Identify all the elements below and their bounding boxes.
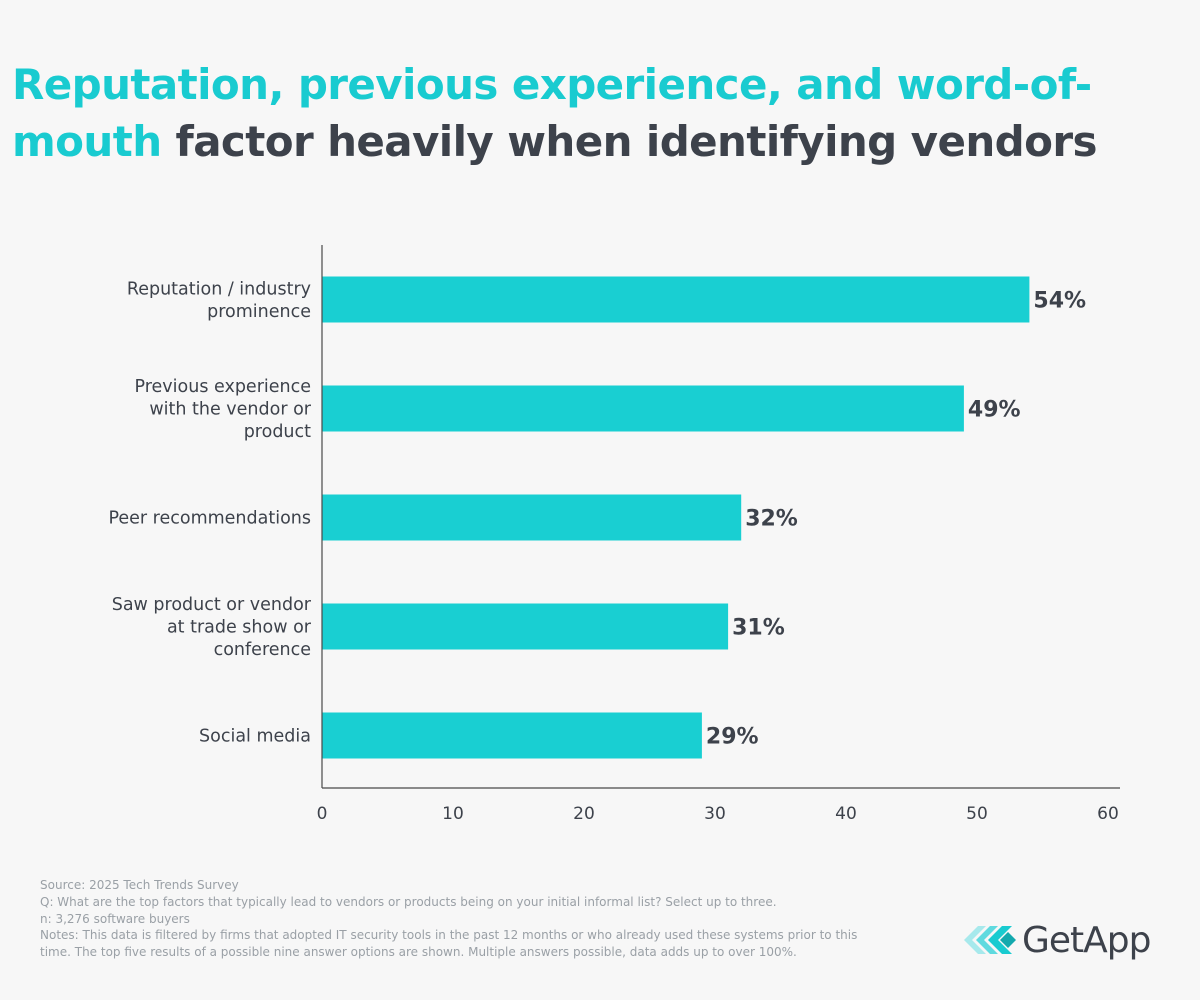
footnotes: Source: 2025 Tech Trends Survey Q: What …: [40, 877, 880, 961]
bar-4: [322, 712, 702, 759]
sample-note: n: 3,276 software buyers: [40, 911, 190, 926]
title-highlight-line2: mouth: [12, 117, 162, 166]
bar-2: [322, 494, 742, 541]
x-tick-label-3: 30: [704, 804, 726, 824]
category-label-line: with the vendor or: [149, 400, 311, 420]
x-tick-label-0: 0: [317, 804, 328, 824]
value-label-0: 54%: [1033, 289, 1086, 314]
category-label-line: product: [244, 422, 311, 442]
logo-text: GetApp: [1022, 919, 1151, 961]
value-label-2: 32%: [745, 507, 798, 532]
chart-title: Reputation, previous experience, and wor…: [12, 56, 1192, 170]
category-label-1: Previous experience with the vendor or pro…: [134, 377, 311, 442]
category-label-line: conference: [214, 640, 311, 660]
x-tick-label-6: 60: [1097, 804, 1119, 824]
title-rest: factor heavily when identifying vendors: [161, 117, 1098, 166]
category-label-line: prominence: [207, 302, 311, 322]
value-label-1: 49%: [968, 398, 1021, 423]
category-label-3: Saw product or vendor at trade show or con…: [112, 595, 312, 660]
bar-0: [322, 276, 1030, 323]
bar-3: [322, 603, 729, 650]
value-label-4: 29%: [706, 725, 759, 750]
category-label-line: Social media: [199, 727, 311, 747]
question-note: Q: What are the top factors that typical…: [40, 894, 777, 909]
bar-chart: 54% Reputation / industry prominence 49% Pre…: [108, 245, 1120, 824]
x-tick-label-5: 50: [966, 804, 988, 824]
category-label-0: Reputation / industry prominence: [127, 279, 311, 322]
getapp-chevron-icon: [964, 926, 1016, 954]
title-highlight-line1: Reputation, previous experience, and wor…: [12, 60, 1092, 109]
getapp-logo: GetApp: [962, 918, 1151, 962]
x-tick-label-4: 40: [835, 804, 857, 824]
category-label-line: at trade show or: [167, 618, 312, 638]
x-tick-label-1: 10: [442, 804, 464, 824]
x-tick-label-2: 20: [573, 804, 595, 824]
notes-text: Notes: This data is filtered by firms th…: [40, 928, 858, 960]
category-label-line: Peer recommendations: [108, 509, 311, 529]
bar-1: [322, 385, 964, 432]
category-label-4: Social media: [199, 727, 311, 747]
category-label-line: Previous experience: [134, 377, 311, 397]
category-label-2: Peer recommendations: [108, 509, 311, 529]
value-label-3: 31%: [732, 616, 785, 641]
source-note: Source: 2025 Tech Trends Survey: [40, 878, 239, 892]
category-label-line: Reputation / industry: [127, 279, 311, 299]
category-label-line: Saw product or vendor: [112, 595, 312, 615]
